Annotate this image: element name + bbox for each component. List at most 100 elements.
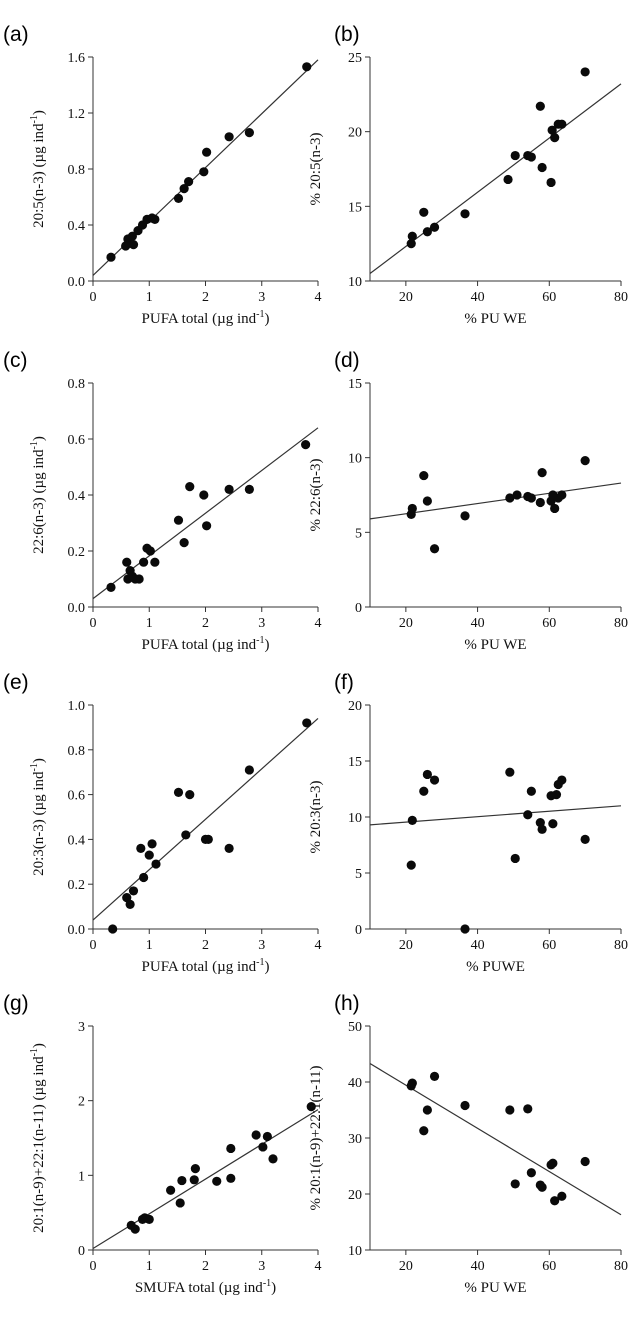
data-point [173, 787, 184, 797]
data-point [510, 1179, 520, 1189]
y-tick-label: 40 [348, 1076, 362, 1091]
x-tick-label: 0 [90, 616, 97, 631]
data-point [224, 132, 234, 142]
data-point [224, 843, 234, 853]
x-tick-label: 0 [90, 938, 97, 953]
y-tick-label: 1 [78, 1169, 85, 1184]
x-tick-label: 80 [614, 290, 628, 305]
data-point [128, 240, 139, 250]
y-tick-label: 0.0 [68, 275, 86, 290]
x-tick-label: 4 [315, 1259, 322, 1274]
data-point [145, 546, 155, 556]
x-axis-label-end: ) [264, 637, 269, 653]
axis-frame [369, 1026, 621, 1251]
data-point [419, 786, 429, 796]
data-point [557, 1191, 567, 1201]
x-tick-label: 20 [399, 290, 413, 305]
x-axis-label-superscript: -1 [256, 309, 264, 320]
data-point [185, 482, 195, 492]
data-point [429, 222, 440, 232]
panel-letter: (e) [3, 671, 29, 694]
x-tick-label: 20 [399, 1259, 413, 1274]
x-axis-label-main: % PU WE [464, 1280, 526, 1296]
x-tick-label: 2 [202, 290, 209, 305]
x-axis-label-end: ) [264, 311, 269, 327]
data-point [139, 557, 149, 567]
data-point [537, 468, 547, 478]
data-point [184, 177, 194, 187]
x-tick-label: 3 [258, 290, 265, 305]
data-point [429, 1071, 440, 1081]
y-axis-label-main: % 20:3(n-3) [308, 781, 324, 854]
x-axis-label: % PU WE [464, 311, 526, 327]
data-point [510, 150, 520, 161]
data-point [503, 174, 513, 185]
y-tick-label: 50 [348, 1020, 362, 1035]
data-point [127, 231, 137, 241]
x-tick-label: 60 [542, 1259, 556, 1274]
data-point [144, 1214, 154, 1224]
y-tick-label: 0.0 [68, 923, 86, 938]
x-axis-label-main: % PU WE [464, 311, 526, 327]
panel-letter: (f) [334, 671, 354, 694]
y-axis-label-main: 20:3(n-3) (µg ind [31, 771, 47, 876]
data-point [537, 824, 547, 834]
y-tick-label: 10 [348, 811, 362, 826]
data-point [251, 1130, 261, 1140]
data-point [166, 1185, 176, 1195]
data-point [407, 815, 417, 825]
data-point [212, 1176, 222, 1186]
y-axis-label-end: ) [31, 758, 47, 763]
data-point [548, 1158, 558, 1168]
chart-panel-4: (e) 0 1 2 3 4 0.0 0.2 0.4 0.6 0.8 1.0 PUFA total (µg… [3, 671, 322, 975]
x-axis-label-superscript: -1 [256, 957, 264, 968]
x-tick-label: 1 [146, 290, 153, 305]
y-axis-label-end: ) [31, 436, 47, 441]
x-tick-label: 4 [315, 938, 322, 953]
data-point [557, 775, 567, 785]
axis-frame [369, 383, 621, 608]
chart-panel-3: (d) 20 40 60 80 0 5 10 15 % PU WE % 22:6(n-3) [308, 349, 628, 653]
data-point [429, 544, 440, 554]
y-tick-label: 1.2 [68, 107, 86, 122]
data-point [537, 1182, 547, 1192]
data-point [147, 839, 157, 849]
data-point [460, 924, 470, 934]
data-point [134, 574, 144, 584]
data-point [526, 493, 536, 503]
chart-panel-0: (a) 0 1 2 3 4 0.0 0.4 0.8 1.2 1.6 PUFA total (µg in… [3, 23, 322, 327]
data-point [139, 872, 149, 883]
data-point [226, 1173, 236, 1183]
y-tick-label: 3 [78, 1020, 85, 1035]
data-point [523, 810, 533, 820]
data-point [407, 1078, 417, 1088]
y-tick-label: 5 [355, 526, 362, 541]
x-tick-label: 2 [202, 938, 209, 953]
x-axis-label: % PUWE [466, 959, 525, 975]
data-point [189, 1175, 199, 1185]
data-point [175, 1198, 185, 1208]
chart-panel-7: (h) 20 40 60 80 10 20 30 40 50 % PU WE % 20:1(n-9)+… [308, 992, 628, 1296]
x-tick-label: 40 [471, 290, 485, 305]
data-point [580, 834, 590, 845]
data-point [106, 582, 116, 593]
y-tick-label: 0.4 [68, 489, 86, 504]
y-tick-label: 0 [78, 1244, 85, 1259]
x-axis-label-superscript: -1 [256, 635, 264, 646]
data-point [108, 924, 118, 934]
chart-panel-5: (f) 20 40 60 80 0 5 10 15 20 % PUWE % 20:3(n-3) [308, 671, 628, 975]
y-tick-label: 0.8 [68, 377, 86, 392]
x-tick-label: 3 [258, 1259, 265, 1274]
x-tick-label: 3 [258, 616, 265, 631]
data-point [422, 496, 432, 506]
x-tick-label: 3 [258, 938, 265, 953]
data-point [199, 490, 209, 500]
y-tick-label: 0.8 [68, 744, 86, 759]
axis-frame [369, 705, 621, 930]
x-axis-label: PUFA total (µg ind-1) [142, 635, 270, 653]
data-point [301, 440, 311, 450]
y-tick-label: 0.2 [68, 878, 86, 893]
x-tick-label: 80 [614, 616, 628, 631]
